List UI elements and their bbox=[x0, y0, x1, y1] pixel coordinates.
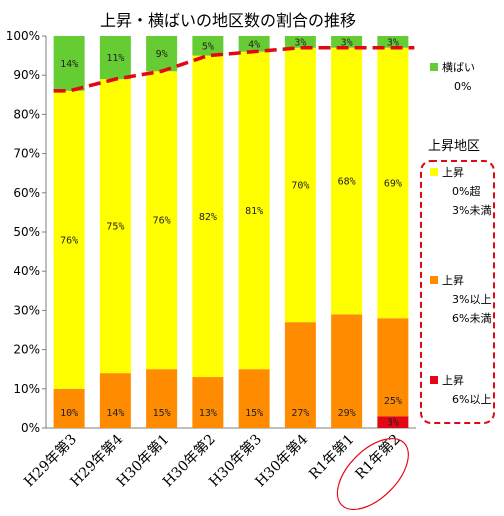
data-label: 9% bbox=[156, 49, 168, 60]
bar-segment-up0_3 bbox=[53, 90, 85, 389]
data-label: 76% bbox=[153, 216, 171, 227]
bar-segment-up0_3 bbox=[284, 47, 316, 323]
data-label: 75% bbox=[106, 222, 124, 233]
bar-segment-flat bbox=[284, 36, 316, 48]
bar-segment-up0_3 bbox=[192, 55, 224, 378]
bar-segment-flat bbox=[99, 36, 131, 80]
bars bbox=[53, 36, 409, 428]
data-label: 14% bbox=[60, 59, 78, 70]
bar-segment-up3_6 bbox=[192, 377, 224, 428]
data-label: 25% bbox=[384, 396, 402, 407]
y-tick-label: 60% bbox=[13, 186, 40, 200]
y-tick-label: 100% bbox=[6, 29, 40, 43]
bar-segment-flat bbox=[331, 36, 363, 48]
bar-segment-flat bbox=[192, 36, 224, 56]
bar-segment-flat bbox=[53, 36, 85, 91]
bar-segment-flat bbox=[146, 36, 178, 72]
y-tick-label: 40% bbox=[13, 264, 40, 278]
legend-text: 6%以上 bbox=[452, 393, 491, 406]
trend-line bbox=[53, 46, 415, 93]
legend-text: 上昇 bbox=[442, 374, 464, 387]
legend-text: 横ばい bbox=[442, 60, 475, 74]
axes: 0% 10% 20% 30% 40% 50% 60% 70% 80% 90% 100% bbox=[6, 29, 416, 435]
data-label: 29% bbox=[338, 408, 356, 419]
highlight-circle bbox=[336, 437, 409, 511]
bar-segment-flat bbox=[377, 36, 409, 48]
data-label: 3% bbox=[387, 37, 399, 48]
legend-group-box bbox=[420, 160, 495, 424]
y-tick-label: 70% bbox=[13, 147, 40, 161]
legend-swatch-flat bbox=[430, 63, 438, 71]
data-label: 15% bbox=[245, 408, 263, 419]
category-label: R1年第1 bbox=[306, 431, 358, 483]
bar-segment-up6 bbox=[377, 416, 409, 428]
data-label: 81% bbox=[245, 206, 263, 217]
data-label: 3% bbox=[294, 37, 306, 48]
category-axis: H29年第3H29年第4H30年第1H30年第2H30年第3H30年第4R1年第… bbox=[21, 431, 409, 511]
data-label: 82% bbox=[199, 212, 217, 223]
data-label: 4% bbox=[248, 39, 260, 50]
y-tick-label: 30% bbox=[13, 303, 40, 317]
data-label: 15% bbox=[153, 408, 171, 419]
legend-group-title: 上昇地区 bbox=[428, 139, 480, 154]
data-label: 10% bbox=[60, 408, 78, 419]
data-label: 3% bbox=[387, 418, 399, 429]
data-label: 5% bbox=[202, 41, 214, 52]
y-tick-label: 90% bbox=[13, 68, 40, 82]
legend-text: 3%以上 bbox=[452, 293, 491, 306]
legend-swatch-up6 bbox=[430, 376, 438, 384]
data-labels: 10% 76% 14% 14% 75% 11% 15% 76% 9% 13% 82% 5% 15% 81%… bbox=[60, 37, 402, 428]
data-label: 76% bbox=[60, 235, 78, 246]
bar-segment-up3_6 bbox=[284, 322, 316, 428]
data-label: 70% bbox=[291, 180, 309, 191]
bar-segment-up0_3 bbox=[99, 79, 131, 374]
bar-segment-up0_3 bbox=[377, 47, 409, 319]
bar-segment-flat bbox=[238, 36, 270, 52]
y-tick-label: 10% bbox=[13, 382, 40, 396]
bar-segment-up0_3 bbox=[238, 51, 270, 370]
bar-segment-up0_3 bbox=[146, 71, 178, 370]
data-label: 14% bbox=[106, 408, 124, 419]
data-label: 27% bbox=[291, 408, 309, 419]
chart-title: 上昇・横ばいの地区数の割合の推移 bbox=[100, 11, 356, 30]
data-label: 69% bbox=[384, 179, 402, 190]
y-tick-label: 20% bbox=[13, 343, 40, 357]
y-tick-label: 50% bbox=[13, 225, 40, 239]
legend-swatch-up3_6 bbox=[430, 276, 438, 284]
legend-text: 3%未満 bbox=[452, 204, 491, 217]
bar-segment-up3_6 bbox=[377, 318, 409, 417]
bar-segment-up0_3 bbox=[331, 47, 363, 315]
legend-text: 0% bbox=[454, 80, 471, 93]
legend-text: 上昇 bbox=[442, 166, 464, 179]
legend-text: 6%未満 bbox=[452, 312, 491, 325]
bar-segment-up3_6 bbox=[146, 369, 178, 428]
legend-text: 0%超 bbox=[452, 184, 480, 198]
trend-line-path bbox=[53, 46, 415, 93]
bar-segment-up3_6 bbox=[331, 314, 363, 428]
y-tick-label: 0% bbox=[21, 421, 40, 435]
bar-segment-up3_6 bbox=[53, 388, 85, 428]
data-label: 3% bbox=[341, 37, 353, 48]
legend-swatch-up0_3 bbox=[430, 168, 438, 176]
data-label: 68% bbox=[338, 177, 356, 188]
data-label: 13% bbox=[199, 408, 217, 419]
legend-text: 上昇 bbox=[442, 274, 464, 287]
data-label: 11% bbox=[106, 53, 124, 64]
y-tick-label: 80% bbox=[13, 107, 40, 121]
bar-segment-up3_6 bbox=[99, 373, 131, 428]
bar-segment-up3_6 bbox=[238, 369, 270, 428]
